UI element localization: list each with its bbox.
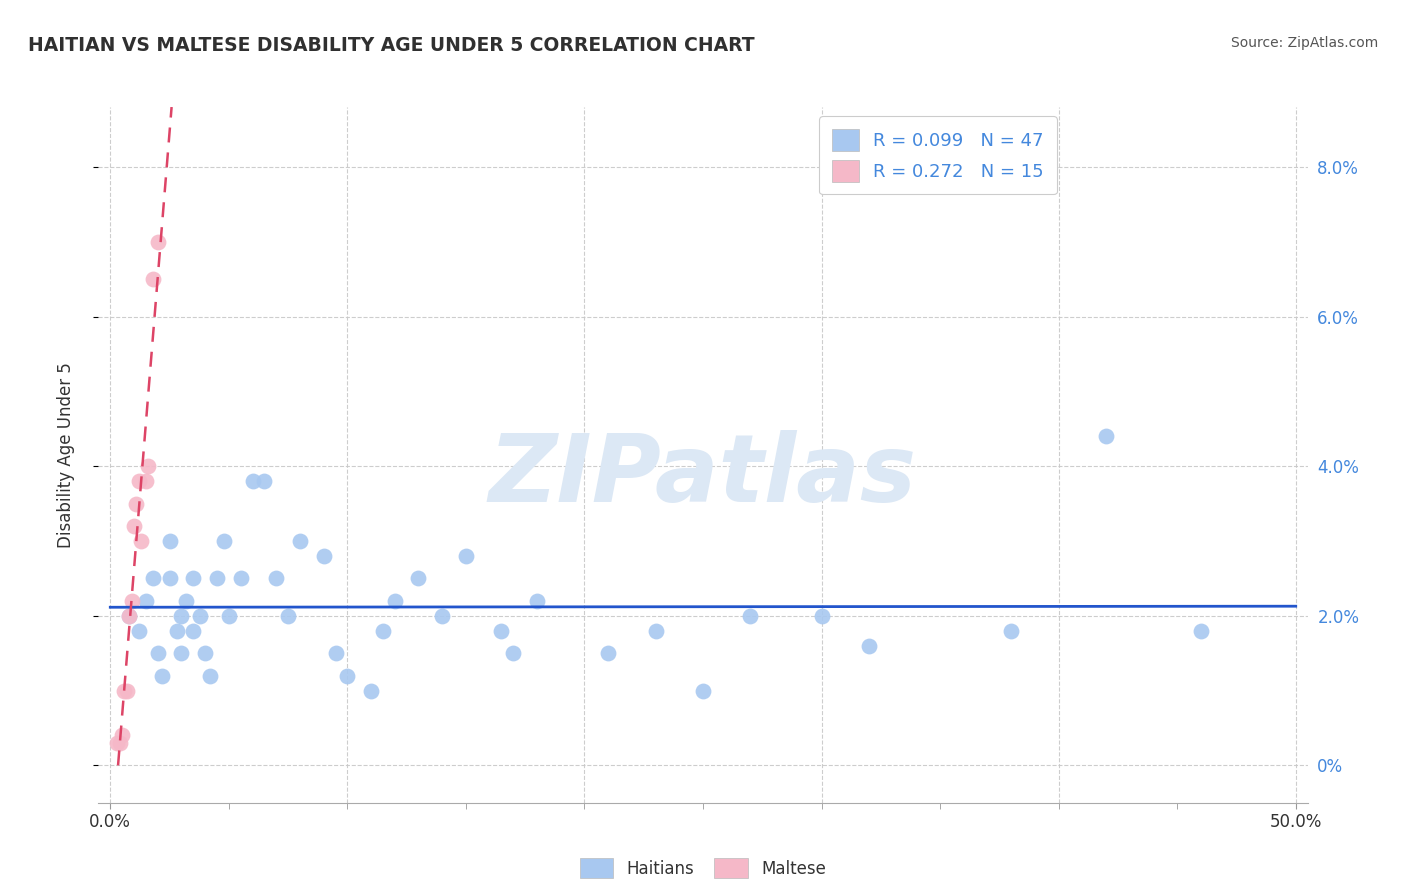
Point (598, 646, 620, 660)
Point (212, 533, 235, 548)
Point (740, 608, 762, 623)
Point (129, 533, 152, 548)
Point (142, 571, 165, 585)
Point (502, 646, 524, 660)
Point (152, 668, 174, 682)
Point (1095, 429, 1118, 443)
Point (432, 608, 454, 623)
Point (115, 683, 138, 698)
Point (312, 549, 335, 563)
Point (142, 272, 165, 286)
Point (205, 571, 228, 585)
Point (170, 608, 193, 623)
Point (181, 624, 204, 638)
Point (181, 571, 204, 585)
Point (288, 533, 311, 548)
Point (159, 571, 181, 585)
Point (146, 646, 169, 660)
Point (325, 646, 347, 660)
Point (491, 624, 513, 638)
Point (136, 459, 159, 474)
Point (174, 594, 197, 608)
Point (159, 533, 181, 548)
Point (166, 624, 188, 638)
Text: ZIPatlas: ZIPatlas (489, 430, 917, 522)
Point (121, 594, 143, 608)
Point (194, 646, 217, 660)
Point (644, 624, 666, 638)
Point (146, 235, 169, 249)
Point (135, 594, 157, 608)
Point (125, 497, 148, 511)
Point (118, 608, 141, 623)
Point (229, 571, 252, 585)
Point (360, 683, 382, 698)
Point (170, 646, 193, 660)
Point (692, 683, 714, 698)
Point (111, 729, 134, 743)
Point (408, 571, 430, 585)
Point (810, 608, 832, 623)
Point (122, 519, 145, 533)
Point (242, 474, 264, 488)
Point (1189, 624, 1212, 638)
Point (198, 668, 221, 682)
Point (108, 736, 131, 750)
Legend: Haitians, Maltese: Haitians, Maltese (574, 851, 832, 885)
Point (128, 624, 150, 638)
Point (128, 474, 150, 488)
Point (218, 608, 240, 623)
Point (371, 624, 394, 638)
Point (336, 668, 359, 682)
Point (454, 549, 477, 563)
Y-axis label: Disability Age Under 5: Disability Age Under 5 (56, 362, 75, 548)
Point (190, 608, 212, 623)
Text: HAITIAN VS MALTESE DISABILITY AGE UNDER 5 CORRELATION CHART: HAITIAN VS MALTESE DISABILITY AGE UNDER … (28, 36, 755, 54)
Point (253, 474, 276, 488)
Point (1000, 624, 1022, 638)
Point (118, 608, 141, 623)
Point (114, 683, 136, 698)
Point (384, 594, 406, 608)
Point (858, 639, 880, 653)
Point (105, 736, 128, 750)
Text: Source: ZipAtlas.com: Source: ZipAtlas.com (1230, 36, 1378, 50)
Point (277, 608, 299, 623)
Point (135, 474, 157, 488)
Point (264, 571, 287, 585)
Point (526, 594, 548, 608)
